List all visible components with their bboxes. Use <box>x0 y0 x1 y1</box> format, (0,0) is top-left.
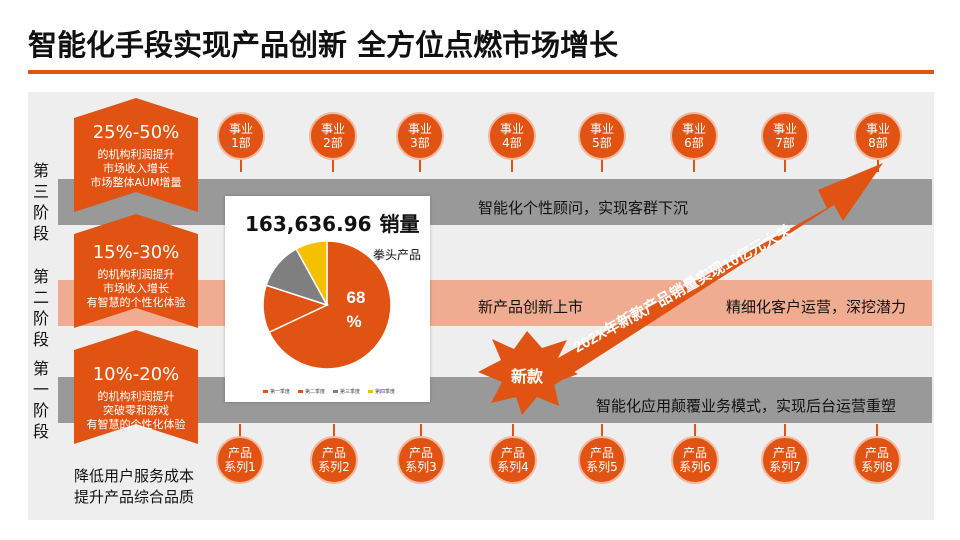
pie-slice-value: 68 <box>347 288 366 307</box>
pie-legend-item-1: 第一季度 <box>263 389 290 395</box>
stage-3-line-1: 的机构利润提升 <box>97 148 175 161</box>
stage-3-line-3: 市场整体AUM增量 <box>90 176 182 189</box>
department-6-circle: 事业 6部 <box>670 112 718 160</box>
stage-2-line-2: 市场收入增长 <box>103 282 169 295</box>
band-bottom-text: 智能化应用颠覆业务模式，实现后台运营重塑 <box>596 397 897 415</box>
stage-3-chevron: 25%-50% 的机构利润提升 市场收入增长 市场整体AUM增量 <box>74 98 198 212</box>
stage-3-line-2: 市场收入增长 <box>103 162 169 175</box>
stage-2-line-1: 的机构利润提升 <box>97 268 175 281</box>
bottom-summary-line-2: 提升产品综合品质 <box>73 488 194 506</box>
band-top-text: 智能化个性顾问，实现客群下沉 <box>478 199 689 217</box>
stage-1-line-3: 有智慧的个性化体验 <box>86 418 186 431</box>
stage-2-chevron: 15%-30% 的机构利润提升 市场收入增长 有智慧的个性化体验 <box>74 214 198 328</box>
bottom-summary: 降低用户服务成本 提升产品综合品质 <box>64 466 204 508</box>
band-mid-right-text: 精细化客户运营，深挖潜力 <box>726 298 907 316</box>
title-underline <box>28 70 934 74</box>
sales-pie-chart: 拳头产品 68 % <box>262 240 421 370</box>
pie-legend-item-3: 第三季度 <box>333 389 360 395</box>
department-2-circle: 事业 2部 <box>309 112 357 160</box>
sales-chart-card: 163,636.96 销量 拳头产品 68 % 第一季度 第二季度 第三季度 第四季度 <box>225 196 430 402</box>
pie-slice-4 <box>295 240 328 306</box>
pie-legend-item-4: 第四季度 <box>368 389 395 395</box>
stage-3-percent: 25%-50% <box>92 122 180 143</box>
stage-1-label: 第一阶段 <box>32 359 49 441</box>
product-series-7-circle: 产品 系列7 <box>761 436 809 484</box>
pie-legend-item-2: 第二季度 <box>298 389 325 395</box>
stage-1-chevron: 10%-20% 的机构利润提升 突破零和游戏 有智慧的个性化体验 <box>74 330 198 444</box>
stage-1-line-1: 的机构利润提升 <box>97 390 175 403</box>
stage-3-label: 第三阶段 <box>32 161 49 243</box>
sales-chart-title: 163,636.96 销量 <box>245 212 420 236</box>
department-4-circle: 事业 4部 <box>488 112 536 160</box>
pie-slice-1 <box>268 240 392 370</box>
department-8-circle: 事业 8部 <box>854 112 902 160</box>
page-title: 智能化手段实现产品创新 全方位点燃市场增长 <box>28 28 619 62</box>
new-burst <box>478 331 578 415</box>
pie-slice-percent: % <box>346 312 361 331</box>
department-5-circle: 事业 5部 <box>578 112 626 160</box>
product-series-8-circle: 产品 系列8 <box>853 436 901 484</box>
product-series-2-circle: 产品 系列2 <box>310 436 358 484</box>
bottom-summary-line-1: 降低用户服务成本 <box>73 467 194 485</box>
department-1-circle: 事业 1部 <box>217 112 265 160</box>
stage-2-percent: 15%-30% <box>92 242 180 263</box>
band-stage-3 <box>58 179 932 225</box>
new-burst-text: 新款 <box>511 367 544 386</box>
product-series-1-circle: 产品 系列1 <box>216 436 264 484</box>
stage-2-label: 第二阶段 <box>32 267 49 349</box>
band-stage-2 <box>58 280 932 326</box>
product-series-3-circle: 产品 系列3 <box>397 436 445 484</box>
stage-2-line-3: 有智慧的个性化体验 <box>86 296 186 309</box>
stage-1-percent: 10%-20% <box>92 364 180 385</box>
product-series-4-circle: 产品 系列4 <box>489 436 537 484</box>
department-7-circle: 事业 7部 <box>761 112 809 160</box>
product-series-6-circle: 产品 系列6 <box>671 436 719 484</box>
stage-1-line-2: 突破零和游戏 <box>103 404 169 417</box>
pie-callout-label: 拳头产品 <box>373 247 421 262</box>
product-series-5-circle: 产品 系列5 <box>578 436 626 484</box>
pie-legend: 第一季度 第二季度 第三季度 第四季度 <box>263 388 403 395</box>
band-mid-left-text: 新产品创新上市 <box>478 298 584 316</box>
growth-arrow <box>522 163 883 398</box>
growth-arrow-text: 202X年新款产品销量实现10亿元大关 <box>570 221 795 356</box>
department-3-circle: 事业 3部 <box>396 112 444 160</box>
